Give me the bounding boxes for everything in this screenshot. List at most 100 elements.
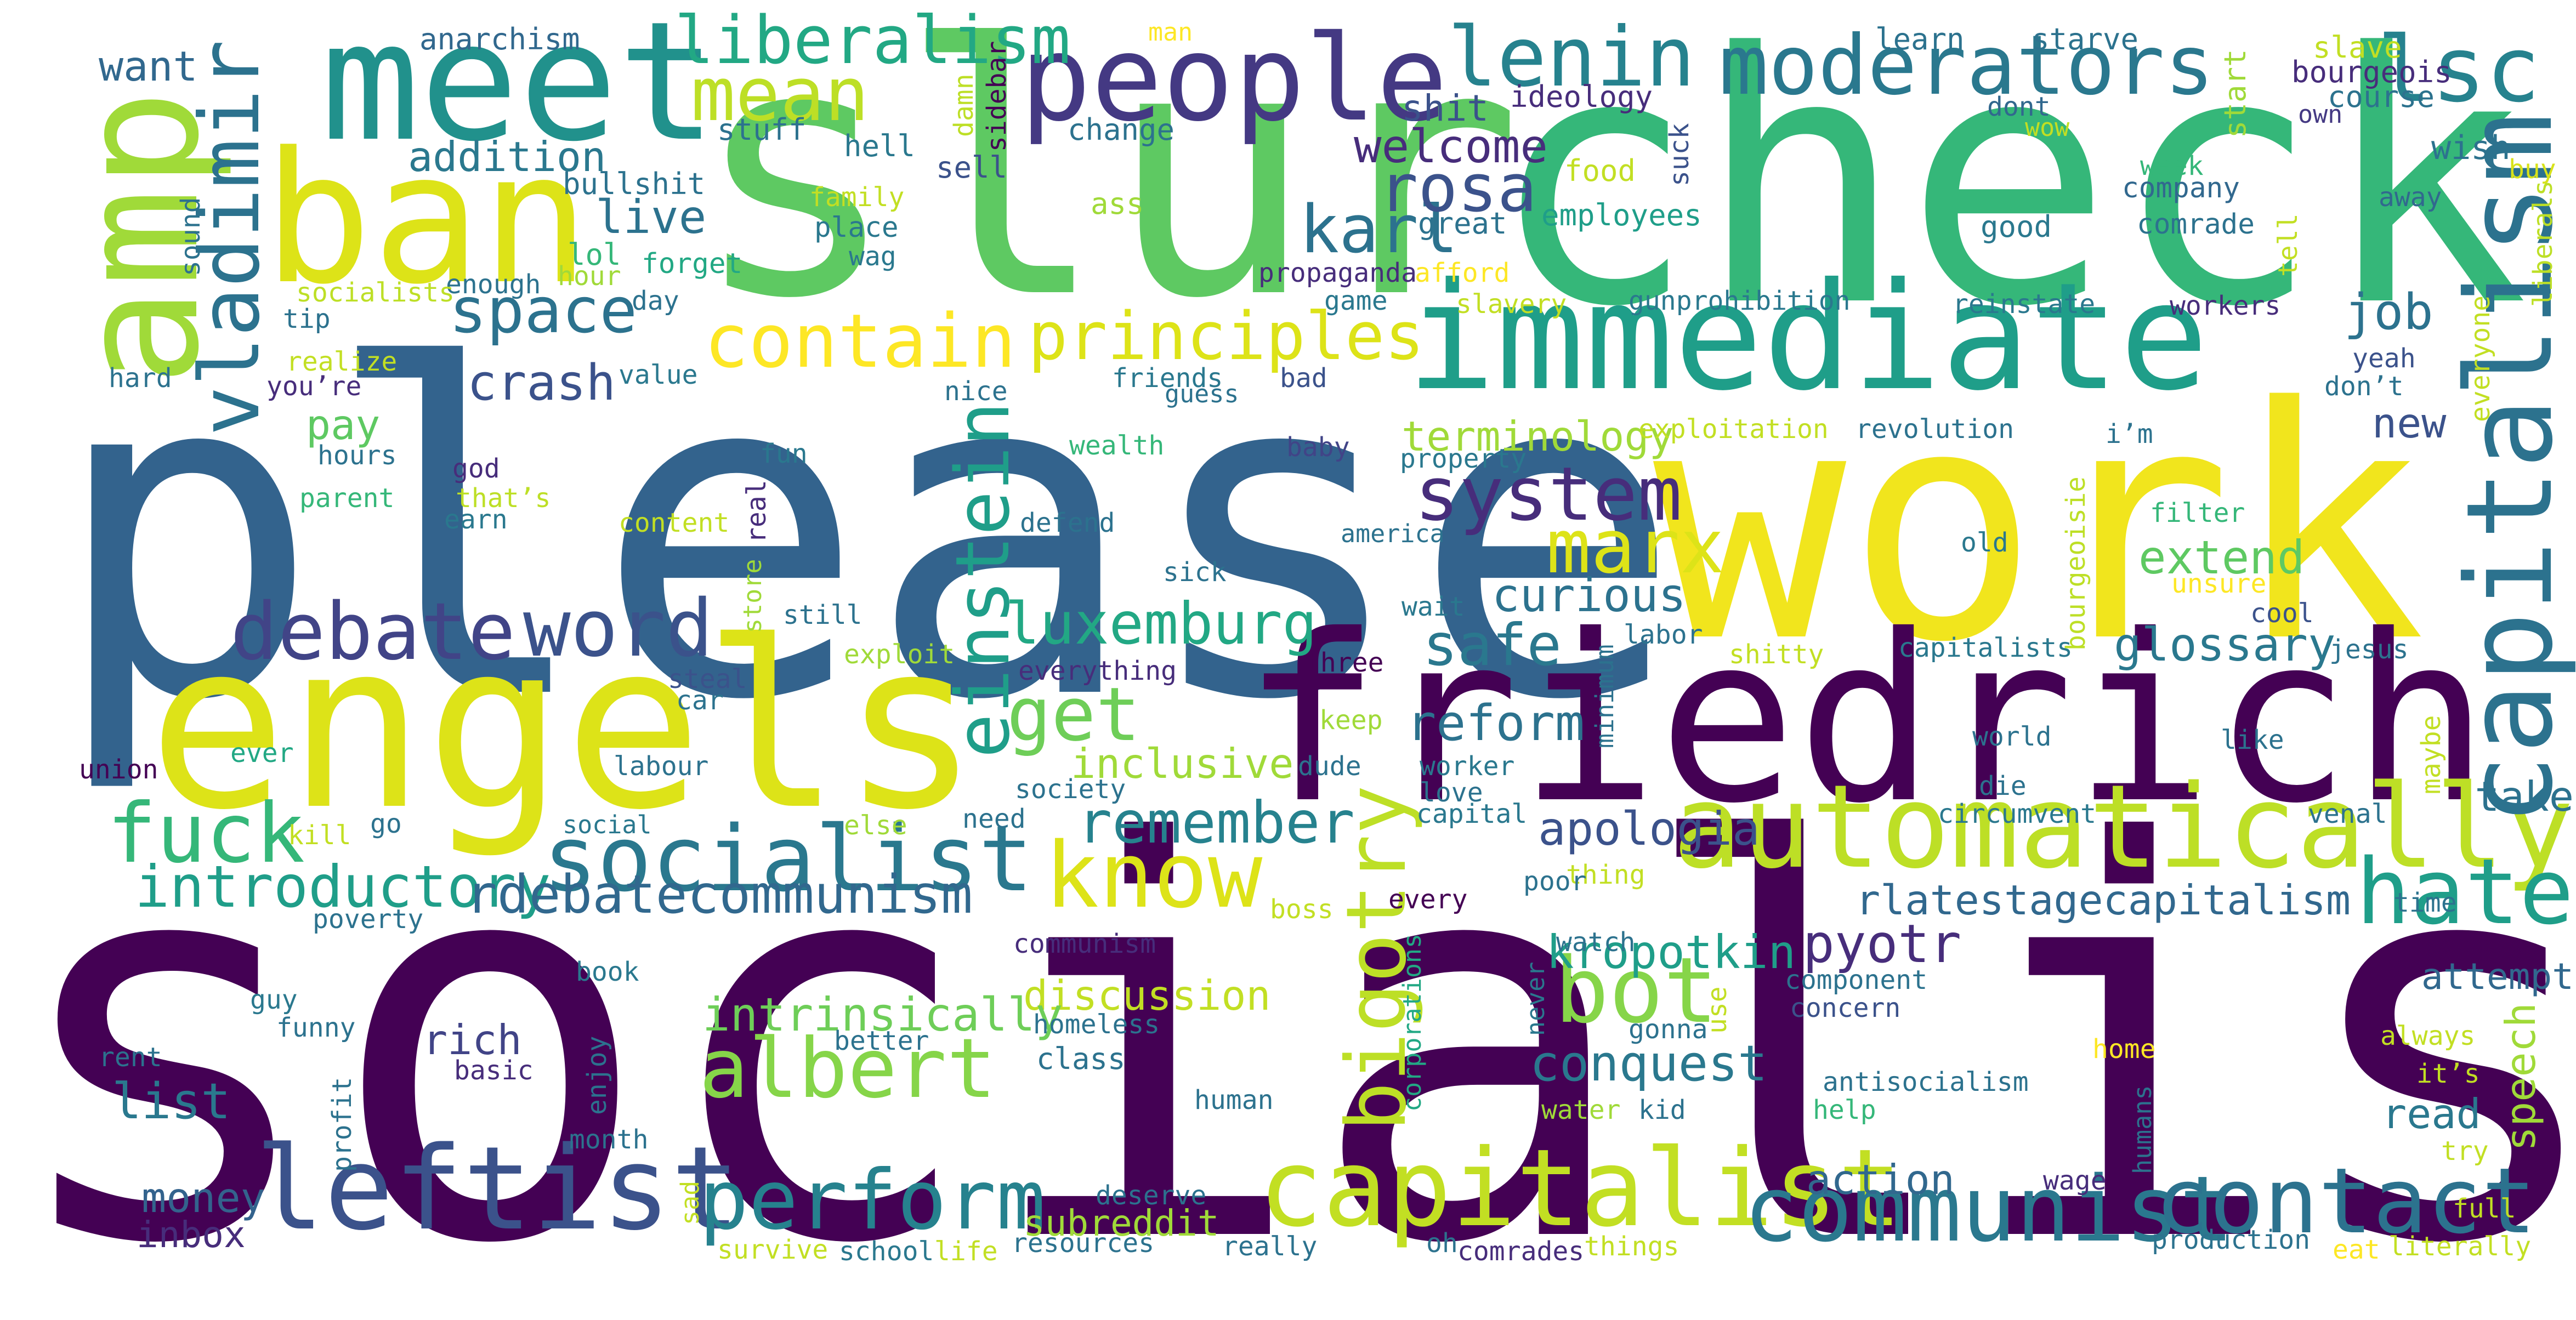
word-debate: debate [230,585,516,678]
word-sad: sad [676,1180,705,1225]
word-steal: steal [668,664,747,695]
word-inbox: inbox [137,1214,246,1256]
word-safe: safe [1423,612,1562,679]
word-yeah: yeah [2352,343,2416,374]
word-union: union [79,754,158,785]
word-slur: slur [691,0,1523,374]
word-watch: watch [1556,927,1636,958]
word-basic: basic [454,1055,534,1086]
word-leftist: leftist [255,1122,741,1256]
word-old: old [1961,527,2008,558]
word-poverty: poverty [313,904,424,935]
word-ever: ever [230,738,294,769]
word-luxemburg: luxemburg [1005,590,1317,657]
word-system: system [1415,451,1682,537]
word-family: family [809,182,905,213]
word-lenin: lenin [1448,10,1695,105]
word-game: game [1324,286,1388,316]
word-enough: enough [446,269,541,300]
word-away: away [2379,182,2442,213]
word-read: read [2382,1090,2481,1138]
word-please: please [49,272,1684,799]
word-meet: meet [321,0,717,178]
word-communism: communism [1013,929,1156,959]
word-real: real [741,480,772,544]
word-dont: dont [1987,92,2051,122]
word-guess: guess [1165,379,1239,408]
word-inclusive: inclusive [1071,739,1294,788]
word-perform: perform [699,1153,1046,1248]
word-concern: concern [1790,993,1901,1023]
word-parent: parent [299,483,395,514]
word-enjoy: enjoy [582,1035,612,1116]
word-wait: wait [1402,591,1465,622]
word-god: god [452,453,500,484]
word-terminology: terminology [1402,412,1674,460]
word-circumvent: circumvent [1938,799,2096,829]
word-keep: keep [1319,705,1383,736]
word-sick: sick [1163,557,1227,588]
word-society: society [1015,774,1126,805]
word-filter: filter [2150,498,2245,528]
word-place: place [814,212,899,244]
word-like: like [2221,725,2284,755]
word-everyone: everyone [2465,295,2496,423]
word-sell: sell [936,150,1008,185]
word-really: really [1222,1231,1318,1262]
word-kill: kill [288,820,351,851]
word-buy: buy [2509,154,2556,185]
word-youre: you’re [266,371,362,402]
word-profit: profit [327,1077,358,1172]
word-engels: engels [148,593,980,861]
word-better: better [834,1026,929,1056]
word-starve: starve [2032,22,2139,56]
word-month: month [569,1124,649,1155]
word-addition: addition [408,133,606,181]
word-exploit: exploit [844,639,955,670]
word-store: store [738,559,767,633]
word-kid: kid [1638,1095,1686,1125]
word-man: man [1148,18,1193,47]
word-gunprohibition: gunprohibition [1629,286,1851,316]
word-car: car [676,685,724,716]
word-boss: boss [1270,894,1334,925]
word-maybe: maybe [2416,715,2447,795]
word-pyotr: pyotr [1803,913,1961,975]
word-eat: eat [2333,1234,2380,1265]
word-marx: marx [1546,504,1725,590]
word-fuck: fuck [107,786,305,881]
word-rosa: rosa [1378,151,1537,227]
word-everything: everything [1018,656,1177,686]
word-hard: hard [109,363,172,394]
word-value: value [619,360,698,390]
word-anarchism: anarchism [419,22,580,56]
word-component: component [1785,965,1928,995]
word-crash: crash [467,354,616,412]
word-antisocialism: antisocialism [1823,1067,2029,1097]
word-reform: reform [1406,695,1585,752]
word-comrade: comrade [2137,208,2255,241]
word-forget: forget [642,248,743,280]
word-labour: labour [614,751,709,782]
word-water: water [1541,1095,1621,1125]
word-mean: mean [691,52,870,138]
word-new: new [2372,399,2447,447]
word-else: else [844,810,907,841]
word-live: live [595,190,707,244]
word-property: property [1400,443,1527,474]
word-hate: hate [2356,839,2574,945]
word-people: people [1020,10,1448,147]
word-humans: humans [2128,1085,2157,1174]
word-human: human [1194,1085,1274,1116]
word-great: great [1418,206,1507,241]
word-rlatestagecapitalism: rlatestagecapitalism [1856,876,2351,924]
word-baby: baby [1286,432,1350,463]
word-stuff: stuff [717,112,807,147]
word-ban: ban [263,113,591,324]
word-know: know [1045,823,1263,928]
word-worker: worker [1420,751,1515,782]
word-thing: thing [1566,860,1646,890]
word-learn: learn [1875,22,1965,56]
word-intrinsically: intrinsically [702,988,1063,1042]
word-america: america [1341,519,1445,548]
